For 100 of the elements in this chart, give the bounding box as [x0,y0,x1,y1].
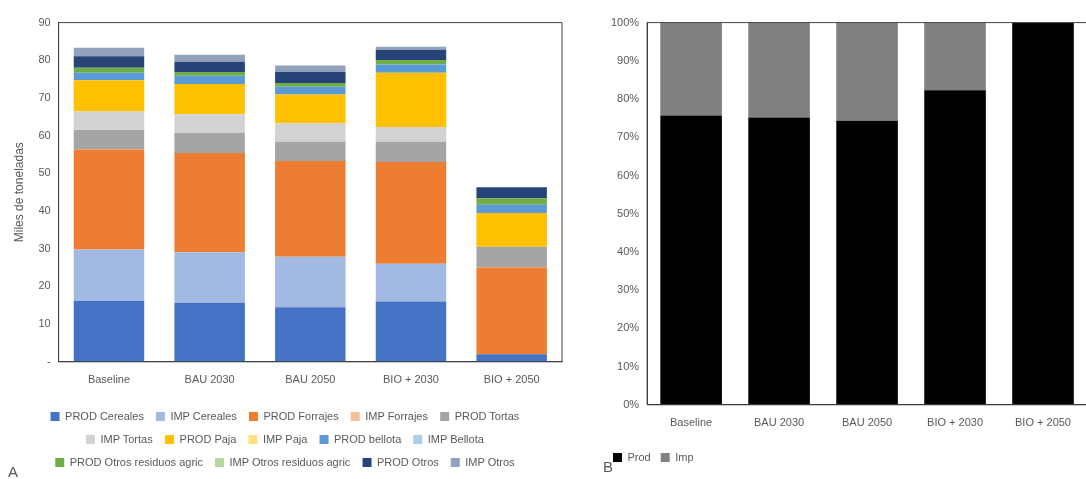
legend-label: PROD Otros residuos agric [69,455,204,468]
y-tick-label: 100% [610,15,640,28]
bar [836,120,898,405]
bar [174,84,245,115]
legend-label: PROD bellota [334,432,403,445]
y-tick-label: 90 [38,15,51,28]
bar [375,64,447,73]
legend-label: IMP Cereales [170,409,238,422]
bar [476,246,547,268]
y-axis-title: Miles de toneladas [11,142,26,243]
bar [375,72,447,127]
bar [660,22,722,116]
legend-label: Imp [675,450,694,463]
y-tick-label: 30 [38,241,51,254]
y-tick-label: 40% [617,244,640,257]
bar [73,67,145,73]
legend-label: IMP Paja [262,432,309,445]
bar [174,71,245,76]
bar [1012,22,1074,405]
bar [174,54,245,62]
bar [924,22,986,91]
bar [476,198,547,205]
bar [73,111,145,131]
bar [275,141,346,161]
bar [174,114,245,134]
bar [275,123,346,142]
bar [660,115,722,405]
y-tick-label: 50% [617,206,640,219]
y-tick-label: 50 [38,166,51,179]
bar [275,86,346,95]
legend-label: IMP Otros [465,455,516,468]
x-tick-label: BAU 2050 [841,416,893,429]
bar [476,212,547,247]
bar [275,256,346,308]
bar [174,133,245,153]
y-tick-label: 10% [617,359,640,372]
bar [375,141,447,163]
legend-label: PROD Tortas [454,409,520,422]
bar [275,71,346,83]
legend-label: IMP Forrajes [365,409,429,422]
x-tick-label: BIO + 2050 [483,373,540,386]
legend-label: Prod [627,450,651,463]
bar [924,90,986,405]
x-tick-label: Baseline [87,373,131,386]
text: B [603,458,614,475]
y-tick-label: - [46,354,51,367]
bar [275,307,346,362]
legend-label: PROD Otros [377,455,440,468]
x-tick-label: BAU 2030 [754,416,805,429]
bar [73,300,145,362]
x-tick-label: BAU 2030 [184,373,235,386]
y-tick-label: 80% [617,92,640,105]
bar [275,82,346,87]
y-tick-label: 90% [617,53,640,66]
x-tick-label: BIO + 2050 [1015,416,1071,429]
bar [73,72,145,81]
bar [375,49,447,60]
bar [275,65,346,72]
bar [73,47,145,57]
y-tick-label: 70% [617,130,640,143]
bar [375,162,447,264]
legend-label: IMP Tortas [100,432,154,445]
bar [73,130,145,150]
bar [174,75,245,85]
bar [476,354,547,362]
y-tick-label: 60 [38,128,51,141]
y-tick-label: 60% [617,168,640,181]
legend-label: PROD Forrajes [263,409,340,422]
legend-label: IMP Bellota [427,432,485,445]
legend-label: PROD Paja [179,432,238,445]
y-tick-label: 10 [38,317,51,330]
bar [476,187,547,199]
bar [375,263,447,302]
bar [174,153,245,253]
bar [174,252,245,303]
x-tick-label: BAU 2050 [285,373,336,386]
y-tick-label: 40 [38,204,51,217]
bar [275,94,346,124]
bar [73,56,145,68]
legend-label: PROD Cereales [65,409,145,422]
bar [748,22,810,118]
bar [275,160,346,257]
bar [73,249,145,301]
x-tick-label: Baseline [670,416,713,429]
y-tick-label: 0% [623,397,640,410]
text: A [8,463,19,479]
x-tick-label: BIO + 2030 [383,373,439,386]
bar [174,61,245,72]
bar [375,127,447,142]
y-tick-label: 20% [617,321,640,334]
x-tick-label: BIO + 2030 [927,416,984,429]
legend-label: IMP Otros residuos agric [229,455,351,468]
y-tick-label: 80 [38,53,51,66]
y-tick-label: 70 [38,91,51,104]
bar [748,117,810,405]
bar [476,267,547,355]
bar [476,204,547,213]
y-tick-label: 20 [38,279,51,292]
y-tick-label: 30% [617,283,640,296]
bar [73,149,145,250]
